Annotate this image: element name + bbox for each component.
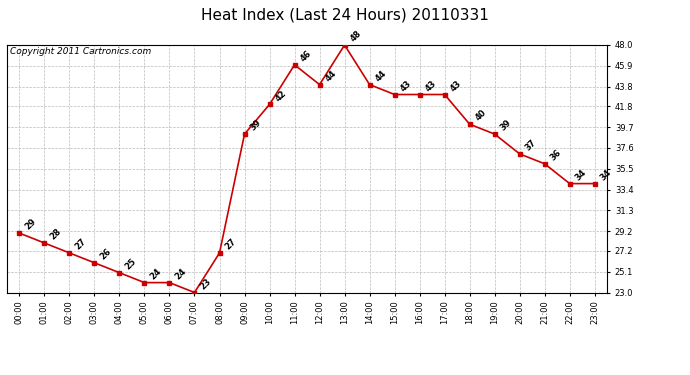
Text: 23: 23 [199, 276, 213, 291]
Text: 40: 40 [474, 108, 489, 123]
Text: 43: 43 [399, 78, 413, 93]
Text: 34: 34 [599, 168, 613, 182]
Text: Copyright 2011 Cartronics.com: Copyright 2011 Cartronics.com [10, 48, 151, 57]
Text: 25: 25 [124, 256, 138, 271]
Text: 27: 27 [74, 237, 88, 252]
Text: 24: 24 [148, 267, 164, 281]
Text: 39: 39 [499, 118, 513, 133]
Text: 37: 37 [524, 138, 538, 153]
Text: 44: 44 [374, 69, 388, 83]
Text: 29: 29 [23, 217, 38, 232]
Text: 42: 42 [274, 88, 288, 103]
Text: 39: 39 [248, 118, 263, 133]
Text: 48: 48 [348, 29, 364, 44]
Text: Heat Index (Last 24 Hours) 20110331: Heat Index (Last 24 Hours) 20110331 [201, 8, 489, 22]
Text: 36: 36 [549, 148, 564, 162]
Text: 27: 27 [224, 237, 238, 252]
Text: 43: 43 [448, 78, 464, 93]
Text: 28: 28 [48, 227, 63, 242]
Text: 44: 44 [324, 69, 338, 83]
Text: 46: 46 [299, 49, 313, 63]
Text: 26: 26 [99, 247, 113, 261]
Text: 24: 24 [174, 267, 188, 281]
Text: 34: 34 [574, 168, 589, 182]
Text: 43: 43 [424, 78, 438, 93]
